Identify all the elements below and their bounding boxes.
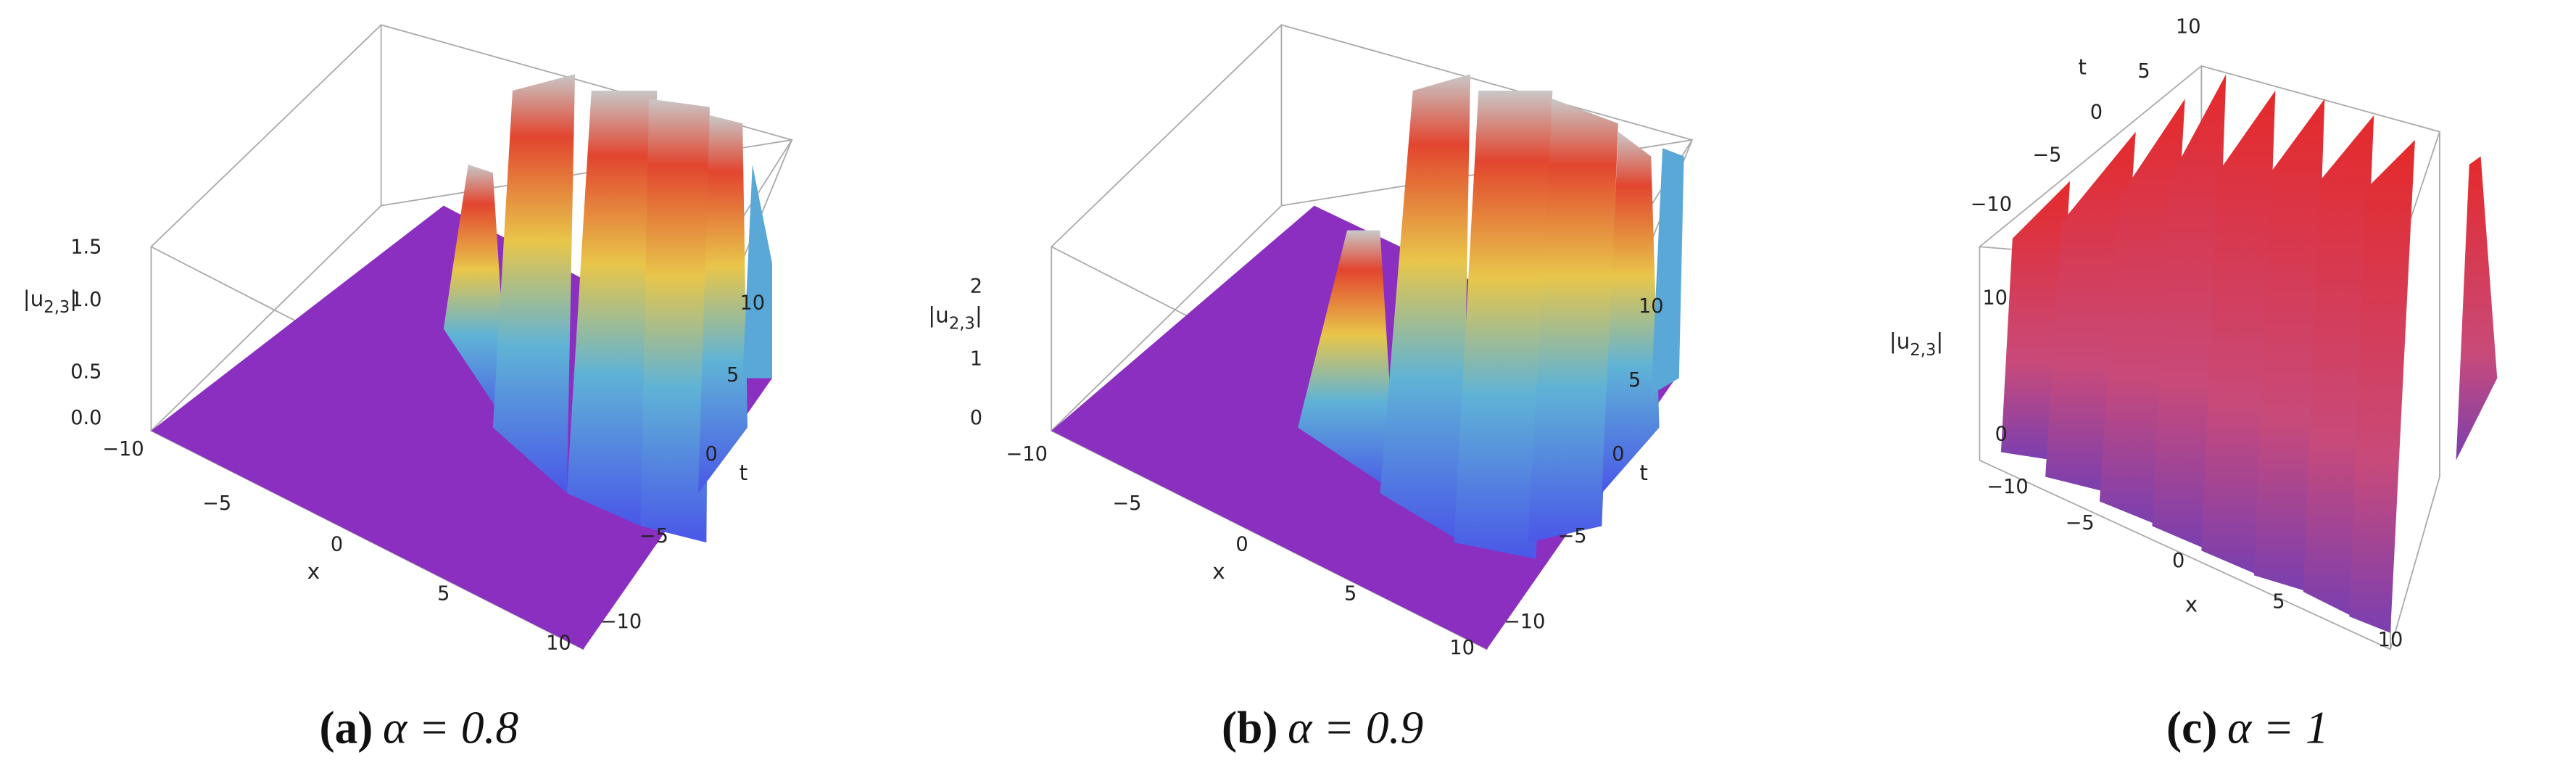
x-tick-label: 0 [1235, 533, 1248, 555]
z-axis-label-part: 2,3 [1910, 341, 1936, 360]
z-axis-label-part: | [70, 286, 77, 312]
surface-slabs [2000, 74, 2498, 633]
t-tick-label: 0 [1612, 443, 1624, 466]
caption-label: (b) [1222, 702, 1278, 753]
caption: (b) α = 0.9 [1222, 702, 1423, 753]
z-tick-label: 0.5 [70, 361, 102, 384]
surface-ridges [1298, 74, 1684, 559]
z-axis-label: |u2,3| [928, 302, 982, 333]
z-tick-label: 1.0 [70, 289, 102, 311]
plot-box [1050, 24, 1694, 650]
z-tick-label: 0 [1995, 423, 2008, 446]
z-axis-label-part: 2,3 [44, 298, 70, 317]
caption: (a) α = 0.8 [319, 702, 518, 753]
panel-b: −10 −5 0 5 10 −10 −5 0 5 10 0 1 2 x t |u2,3| [928, 24, 1694, 659]
x-tick-label: 0 [2172, 550, 2184, 572]
t-tick-label: 5 [1628, 369, 1641, 392]
z-axis-label: |u2,3| [1889, 329, 1944, 360]
x-tick-label: 10 [1449, 637, 1475, 659]
surface-ridges [443, 74, 772, 543]
plot-box [1978, 65, 2441, 650]
caption-text: α = 0.8 [383, 702, 518, 753]
z-axis-label-part: 2,3 [949, 315, 975, 334]
t-tick-label: −5 [1557, 525, 1586, 547]
z-tick-label: 0 [970, 407, 982, 429]
x-tick-label: 10 [2378, 629, 2403, 651]
t-tick-label: −5 [2032, 144, 2061, 166]
x-tick-label: −10 [102, 438, 144, 460]
caption-label: (a) [319, 702, 373, 753]
z-axis-label-part: | [1936, 329, 1943, 355]
t-axis-label: t [1639, 460, 1648, 485]
x-tick-label: 0 [331, 533, 343, 555]
panel-c: −10 −5 0 5 10 −10 −5 0 5 10 0 10 x t |u2,3| [1889, 16, 2498, 651]
x-tick-label: 5 [1344, 582, 1357, 605]
x-tick-label: −10 [1987, 476, 2028, 498]
z-axis-label-part: | [975, 302, 982, 328]
z-tick-label: 2 [970, 276, 982, 298]
caption-text: α = 1 [2227, 702, 2329, 753]
t-tick-label: 5 [2137, 60, 2150, 83]
z-tick-label: 0.0 [70, 407, 102, 429]
z-axis-label: |u2,3| [23, 286, 78, 317]
x-tick-label: −5 [2066, 512, 2095, 534]
z-tick-label: 1 [970, 347, 982, 370]
t-axis-label: t [2078, 54, 2087, 79]
t-tick-label: 10 [2176, 16, 2201, 38]
t-tick-label: 10 [740, 292, 765, 314]
x-axis-label: x [307, 559, 320, 584]
t-tick-label: 10 [1639, 295, 1664, 318]
z-axis-label-part: |u [928, 302, 949, 328]
x-tick-label: 5 [437, 582, 450, 605]
x-axis-label: x [2185, 592, 2198, 616]
x-tick-label: 5 [2272, 591, 2285, 613]
z-axis-label-part: |u [1889, 329, 1910, 355]
t-tick-label: −10 [600, 611, 642, 633]
t-tick-label: 0 [705, 443, 717, 466]
x-tick-label: 10 [546, 632, 571, 654]
x-axis-label: x [1212, 559, 1225, 584]
t-tick-label: 0 [2090, 101, 2103, 123]
t-tick-label: 5 [726, 364, 739, 387]
panel-a: −10 −5 0 5 10 −10 −5 0 5 10 0.0 0.5 1.0 1.5 x t |u2,3| [23, 24, 793, 654]
z-tick-label: 1.5 [70, 236, 102, 258]
plot-box [149, 24, 793, 650]
t-tick-label: −5 [639, 525, 668, 547]
caption: (c) α = 1 [2166, 702, 2329, 753]
x-tick-label: −10 [1006, 443, 1048, 466]
t-axis-label: t [740, 460, 748, 485]
t-tick-label: −10 [1504, 611, 1545, 633]
caption-label: (c) [2166, 702, 2217, 753]
z-axis-label-part: |u [23, 286, 44, 312]
x-tick-label: −5 [1112, 492, 1141, 515]
t-tick-label: −10 [1971, 193, 2012, 215]
caption-text: α = 0.9 [1288, 702, 1423, 753]
z-tick-label: 10 [1982, 287, 2008, 310]
x-tick-label: −5 [202, 492, 231, 515]
